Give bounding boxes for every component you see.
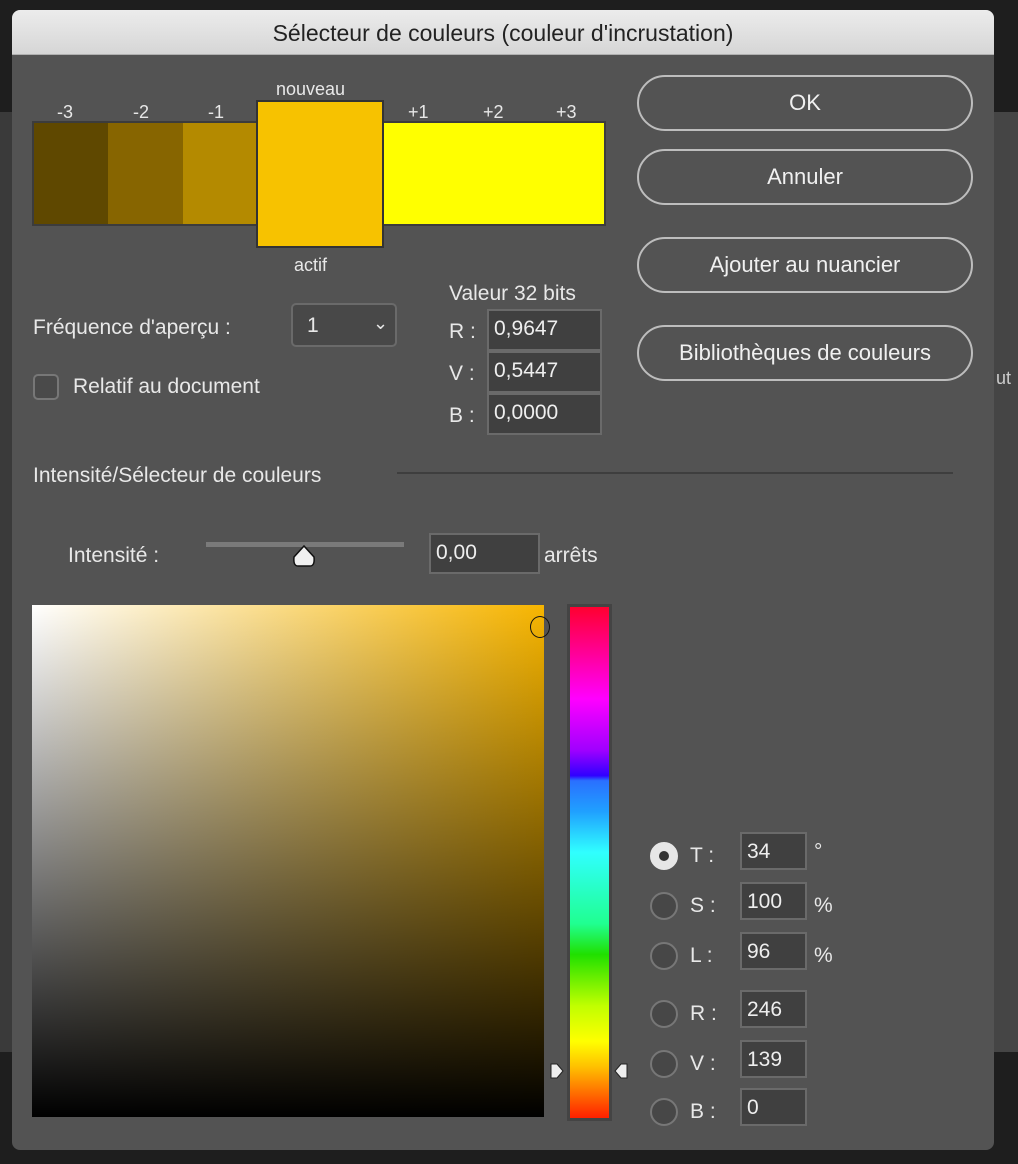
section-title: Intensité/Sélecteur de couleurs — [33, 464, 322, 487]
swatch-label-plus1: +1 — [408, 102, 429, 122]
bits32-r-label: R : — [449, 320, 476, 343]
saturation-unit: % — [814, 894, 833, 917]
bits32-b-label: B : — [449, 404, 475, 427]
swatch-minus1[interactable] — [183, 123, 258, 224]
saturation-lightness-field[interactable] — [32, 605, 544, 1117]
preview-frequency-label: Fréquence d'aperçu : — [33, 316, 231, 339]
intensity-slider-track[interactable] — [206, 542, 404, 547]
blue-input[interactable]: 0 — [740, 1088, 807, 1126]
swatch-label-new: nouveau — [276, 79, 346, 99]
green-input[interactable]: 139 — [740, 1040, 807, 1078]
chevron-down-icon: ⌄ — [373, 313, 389, 333]
add-to-swatches-button[interactable]: Ajouter au nuancier — [637, 237, 973, 293]
lightness-unit: % — [814, 944, 833, 967]
color-field-marker[interactable] — [530, 616, 550, 638]
swatch-new-current[interactable] — [256, 100, 384, 248]
radio-red[interactable] — [650, 1000, 678, 1028]
hue-input[interactable]: 34 — [740, 832, 807, 870]
dropdown-value: 1 — [307, 314, 319, 337]
bits32-b-input[interactable]: 0,0000 — [487, 393, 602, 435]
background-panel — [0, 112, 12, 1052]
red-input[interactable]: 246 — [740, 990, 807, 1028]
blue-label: B : — [690, 1100, 716, 1123]
preview-frequency-dropdown[interactable]: 1 ⌄ — [291, 303, 397, 347]
swatch-strip — [32, 121, 606, 226]
radio-lightness[interactable] — [650, 942, 678, 970]
background-fragment-text: ut — [996, 368, 1012, 388]
hue-slider-left-arrow-icon[interactable] — [549, 1062, 565, 1085]
swatch-label-minus1: -1 — [208, 102, 225, 122]
swatch-plus1[interactable] — [384, 123, 604, 224]
hue-unit: ° — [814, 840, 823, 863]
swatch-label-minus2: -2 — [133, 102, 150, 122]
saturation-input[interactable]: 100 — [740, 882, 807, 920]
swatch-minus2[interactable] — [108, 123, 183, 224]
color-picker-dialog: Sélecteur de couleurs (couleur d'incrust… — [12, 10, 994, 1150]
hue-slider[interactable] — [567, 604, 612, 1121]
saturation-label: S : — [690, 894, 716, 917]
swatch-minus3[interactable] — [34, 123, 108, 224]
relative-checkbox-label: Relatif au document — [73, 375, 260, 398]
background-panel — [994, 112, 1018, 1052]
intensity-unit: arrêts — [544, 544, 598, 567]
hue-slider-right-arrow-icon[interactable] — [613, 1062, 629, 1085]
bits32-r-input[interactable]: 0,9647 — [487, 309, 602, 351]
swatch-label-current: actif — [294, 255, 328, 275]
red-label: R : — [690, 1002, 717, 1025]
radio-blue[interactable] — [650, 1098, 678, 1126]
relative-checkbox[interactable] — [33, 374, 59, 400]
cancel-button[interactable]: Annuler — [637, 149, 973, 205]
bits32-v-label: V : — [449, 362, 475, 385]
lightness-label: L : — [690, 944, 713, 967]
dialog-title[interactable]: Sélecteur de couleurs (couleur d'incrust… — [12, 10, 994, 55]
radio-saturation[interactable] — [650, 892, 678, 920]
hue-label: T : — [690, 844, 715, 867]
radio-green[interactable] — [650, 1050, 678, 1078]
intensity-input[interactable]: 0,00 — [429, 533, 540, 574]
radio-hue[interactable] — [650, 842, 678, 870]
green-label: V : — [690, 1052, 716, 1075]
section-divider — [397, 472, 953, 474]
swatch-label-plus3: +3 — [556, 102, 577, 122]
swatch-label-plus2: +2 — [483, 102, 504, 122]
intensity-label: Intensité : — [68, 544, 160, 567]
ok-button[interactable]: OK — [637, 75, 973, 131]
intensity-slider-thumb[interactable] — [292, 544, 316, 568]
bits32-title: Valeur 32 bits — [449, 282, 576, 305]
bits32-v-input[interactable]: 0,5447 — [487, 351, 602, 393]
color-libraries-button[interactable]: Bibliothèques de couleurs — [637, 325, 973, 381]
swatch-label-minus3: -3 — [57, 102, 74, 122]
lightness-input[interactable]: 96 — [740, 932, 807, 970]
